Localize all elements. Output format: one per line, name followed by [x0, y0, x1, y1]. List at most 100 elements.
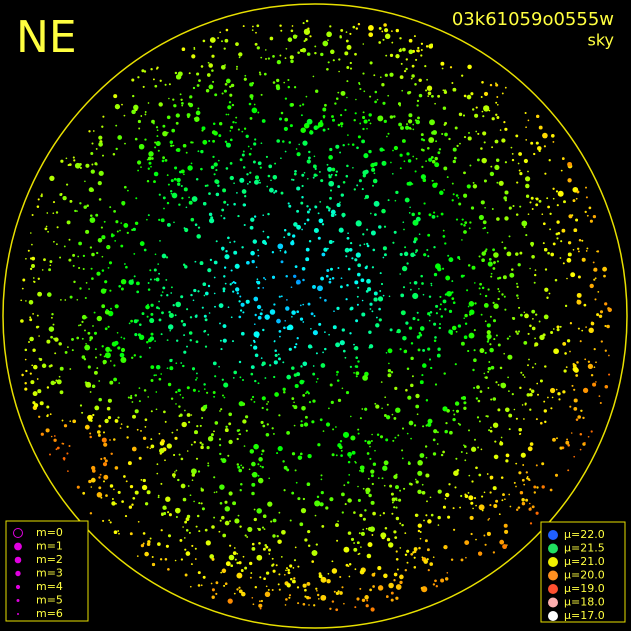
star	[110, 307, 112, 310]
star	[55, 448, 58, 451]
star	[208, 192, 211, 195]
star	[432, 583, 436, 586]
star	[586, 214, 589, 217]
star	[85, 342, 87, 345]
star	[369, 61, 373, 65]
star	[388, 295, 391, 298]
star	[328, 333, 330, 336]
star	[476, 416, 480, 419]
star	[381, 30, 384, 33]
star	[260, 453, 263, 456]
star	[597, 290, 600, 293]
star	[537, 393, 539, 396]
star	[389, 545, 392, 548]
star	[79, 404, 83, 407]
star	[143, 248, 147, 252]
star	[493, 303, 499, 309]
star	[187, 485, 190, 487]
star	[577, 250, 580, 253]
star	[550, 252, 555, 257]
star	[307, 454, 312, 459]
star	[375, 404, 380, 409]
star	[291, 239, 294, 243]
star	[428, 137, 435, 143]
star	[339, 151, 341, 154]
star	[372, 178, 378, 184]
star	[102, 154, 104, 157]
star	[494, 440, 497, 443]
star	[366, 599, 369, 602]
star	[339, 201, 341, 204]
star	[190, 443, 193, 446]
star	[128, 279, 134, 285]
star	[582, 416, 585, 420]
star	[508, 428, 511, 431]
star	[357, 22, 361, 26]
star	[460, 451, 463, 453]
star	[243, 127, 247, 130]
star	[307, 344, 313, 349]
star	[157, 494, 160, 497]
star	[541, 213, 544, 216]
star	[213, 395, 216, 398]
star	[254, 313, 257, 317]
star	[340, 28, 344, 32]
star	[99, 473, 102, 476]
star	[346, 80, 349, 83]
star	[109, 360, 112, 362]
star	[153, 171, 159, 177]
star	[362, 528, 365, 531]
star	[349, 563, 352, 566]
star	[415, 249, 419, 252]
star	[385, 415, 391, 420]
star	[257, 315, 262, 320]
star	[377, 566, 382, 571]
star	[515, 485, 517, 488]
star	[263, 277, 265, 279]
star	[178, 203, 181, 206]
star	[285, 306, 290, 311]
star	[229, 283, 232, 286]
star	[487, 261, 493, 267]
star	[457, 256, 461, 259]
star	[51, 313, 54, 316]
star	[345, 391, 350, 395]
star	[246, 260, 250, 265]
star	[332, 325, 337, 330]
star	[328, 175, 332, 179]
star	[339, 575, 342, 579]
star	[225, 78, 231, 84]
star	[531, 505, 535, 509]
star	[191, 468, 197, 475]
star	[98, 135, 103, 140]
star	[207, 462, 210, 465]
star	[163, 207, 165, 210]
star	[137, 333, 141, 337]
star	[519, 386, 522, 390]
star	[566, 438, 569, 441]
star	[465, 452, 468, 455]
star	[91, 163, 94, 166]
star	[224, 500, 228, 504]
star	[237, 514, 240, 517]
star	[179, 413, 183, 417]
star	[414, 170, 417, 173]
star	[347, 531, 352, 535]
star	[134, 333, 138, 337]
star	[317, 443, 321, 447]
star	[241, 130, 244, 133]
star	[567, 178, 572, 183]
star	[170, 286, 173, 289]
star	[250, 572, 253, 574]
star	[96, 251, 99, 255]
star	[55, 211, 59, 214]
star	[167, 382, 172, 387]
star	[329, 497, 334, 502]
star	[82, 254, 86, 258]
star	[261, 449, 265, 453]
star	[303, 40, 306, 43]
star	[213, 491, 216, 494]
star	[437, 489, 442, 494]
star	[353, 343, 355, 346]
star	[192, 299, 195, 302]
